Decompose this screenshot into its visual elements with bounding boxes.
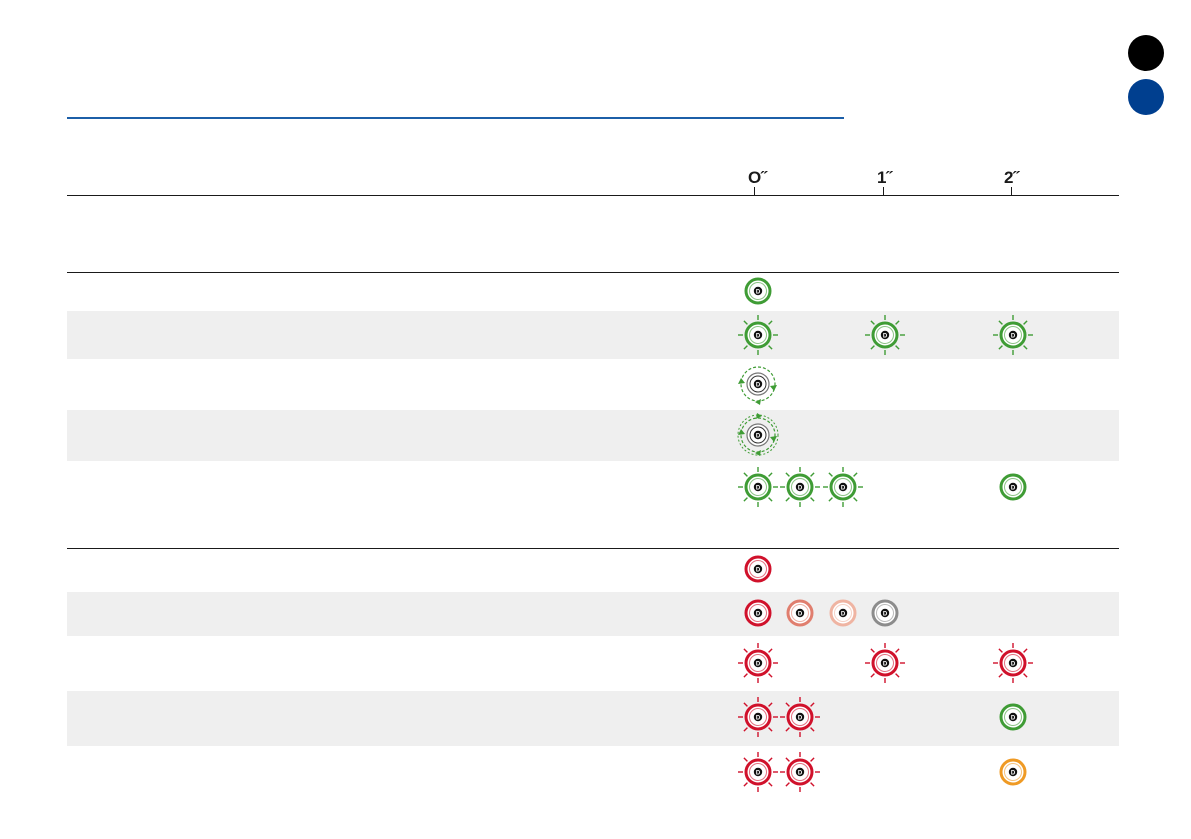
time-tick-0s [754, 187, 755, 195]
svg-text:D: D [756, 661, 761, 667]
svg-text:D: D [841, 485, 846, 491]
svg-text:D: D [798, 485, 803, 491]
time-header-2s: 2˝ [1004, 168, 1020, 187]
svg-text:D: D [798, 715, 803, 721]
time-tick-2s [1011, 187, 1012, 195]
svg-text:D: D [756, 333, 761, 339]
svg-text:D: D [883, 611, 888, 617]
svg-text:D: D [841, 611, 846, 617]
led-ring-red-flashing-icon: D [736, 695, 780, 739]
time-header-1s: 1˝ [877, 168, 893, 187]
svg-text:D: D [756, 289, 761, 295]
svg-text:D: D [798, 770, 803, 776]
led-ring-green-flashing-icon: D [991, 313, 1035, 357]
led-ring-red-flashing-icon: D [778, 750, 822, 794]
svg-text:D: D [883, 333, 888, 339]
svg-text:D: D [756, 382, 761, 388]
led-ring-red-flashing-icon: D [778, 695, 822, 739]
led-ring-red-icon: D [736, 591, 780, 635]
svg-text:D: D [883, 661, 888, 667]
led-ring-peach-icon: D [821, 591, 865, 635]
svg-text:D: D [1011, 715, 1016, 721]
section-marker-black [1128, 35, 1164, 71]
svg-text:D: D [756, 611, 761, 617]
time-header-0s: O˝ [748, 168, 767, 187]
led-ring-green-flashing-icon: D [736, 465, 780, 509]
svg-text:D: D [1011, 333, 1016, 339]
table-row-shade [67, 311, 1119, 359]
svg-text:D: D [756, 715, 761, 721]
table-row-shade [67, 592, 1119, 636]
svg-text:D: D [798, 611, 803, 617]
led-ring-red-flashing-icon: D [736, 641, 780, 685]
led-ring-grey-icon: D [863, 591, 907, 635]
svg-text:D: D [756, 567, 761, 573]
led-ring-red-flashing-icon: D [991, 641, 1035, 685]
time-tick-1s [883, 187, 884, 195]
table-row-shade [67, 691, 1119, 746]
led-ring-green-icon: D [736, 269, 780, 313]
section-rule-red [67, 548, 1119, 549]
led-ring-green-rotating-icon: D [736, 362, 780, 406]
led-ring-orange-icon: D [991, 750, 1035, 794]
led-ring-red-flashing-icon: D [863, 641, 907, 685]
title-underline [67, 117, 844, 119]
section-marker-blue [1128, 79, 1164, 115]
led-ring-red-flashing-icon: D [736, 750, 780, 794]
led-ring-green-icon: D [991, 695, 1035, 739]
led-ring-green-flashing-icon: D [736, 313, 780, 357]
svg-text:D: D [756, 485, 761, 491]
header-rule [67, 195, 1119, 196]
svg-text:D: D [756, 433, 761, 439]
led-ring-green-flashing-icon: D [863, 313, 907, 357]
led-ring-green-rotating-both-icon: D [736, 413, 780, 457]
led-ring-salmon-icon: D [778, 591, 822, 635]
svg-text:D: D [1011, 485, 1016, 491]
section-rule-green [67, 272, 1119, 273]
svg-text:D: D [756, 770, 761, 776]
led-ring-green-flashing-icon: D [778, 465, 822, 509]
led-ring-red-icon: D [736, 547, 780, 591]
table-row-shade [67, 410, 1119, 461]
led-ring-green-icon: D [991, 465, 1035, 509]
svg-text:D: D [1011, 661, 1016, 667]
svg-text:D: D [1011, 770, 1016, 776]
led-ring-green-flashing-icon: D [821, 465, 865, 509]
